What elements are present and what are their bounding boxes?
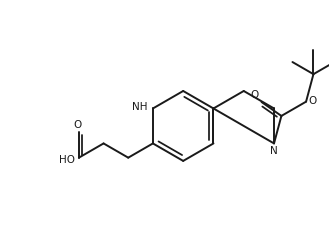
Text: N: N [270,146,278,155]
Text: NH: NH [132,102,147,112]
Text: O: O [73,120,81,130]
Text: HO: HO [59,155,75,165]
Text: O: O [251,90,259,100]
Text: O: O [309,96,317,106]
